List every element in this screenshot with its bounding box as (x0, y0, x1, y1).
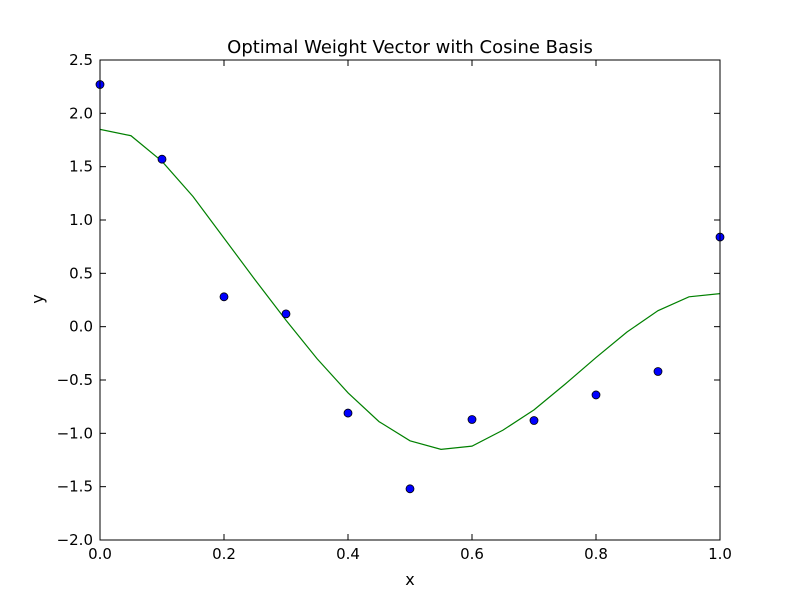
y-axis-label: y (28, 294, 47, 303)
chart-title: Optimal Weight Vector with Cosine Basis (227, 37, 593, 58)
y-tick-label: 0.5 (69, 264, 93, 282)
y-tick-label: 1.5 (69, 158, 93, 176)
x-tick-label: 0.2 (212, 545, 236, 563)
data-point (281, 309, 291, 319)
plot-frame (99, 59, 721, 541)
y-tick-label: 1.0 (69, 211, 93, 229)
y-tick-label: −1.0 (57, 424, 93, 442)
y-tick-label: −1.5 (57, 478, 93, 496)
x-tick-label: 0.4 (336, 545, 360, 563)
x-tick-label: 0.0 (88, 545, 112, 563)
data-point (591, 390, 601, 400)
data-point (157, 154, 167, 164)
y-tick-label: 2.5 (69, 51, 93, 69)
x-axis-label: x (405, 570, 414, 589)
data-point (529, 416, 539, 425)
data-point (343, 408, 353, 418)
x-tick-label: 1.0 (708, 545, 732, 563)
plot-area: 0.0 0.2 0.4 0.6 0.8 1.0 −2.0 −1.5 −1.0 −0.5 0.0 0.5… (57, 51, 732, 563)
y-tick-label: −0.5 (57, 371, 93, 389)
y-tick-label: 2.0 (69, 104, 93, 122)
fit-curve (100, 128, 720, 450)
data-point (653, 367, 663, 376)
data-point (405, 484, 415, 494)
data-point (467, 415, 477, 424)
data-point (219, 292, 229, 302)
x-tick-label: 0.6 (460, 545, 484, 563)
x-tick-label: 0.8 (584, 545, 608, 563)
y-tick-label: 0.0 (69, 318, 93, 336)
y-tick-label: −2.0 (57, 531, 93, 549)
